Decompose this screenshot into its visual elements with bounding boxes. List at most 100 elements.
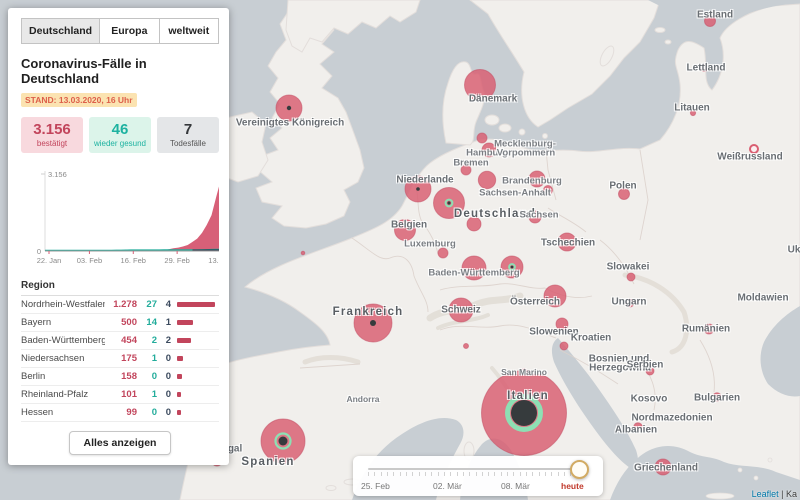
region-confirmed: 158 bbox=[121, 371, 137, 382]
show-all-button[interactable]: Alles anzeigen bbox=[68, 431, 172, 455]
map-islands bbox=[705, 457, 773, 500]
bubble-niedersachsen[interactable] bbox=[477, 170, 497, 190]
bubble-slowenien[interactable] bbox=[555, 317, 569, 331]
bubble-hessen[interactable] bbox=[466, 216, 482, 232]
region-row-baden-w-rttemberg: Baden-Württemberg 454 2 2 bbox=[21, 332, 219, 350]
bubble-belgien[interactable] bbox=[394, 219, 416, 241]
timeline-tick bbox=[551, 472, 553, 476]
timeline-tick bbox=[456, 472, 458, 476]
bubble-estland[interactable] bbox=[704, 15, 716, 27]
bubble-hamburg[interactable] bbox=[481, 142, 497, 158]
death-dot-schweiz bbox=[458, 307, 464, 313]
bubble-daenemark[interactable] bbox=[464, 69, 496, 101]
bubble-kanalinseln[interactable] bbox=[300, 250, 306, 256]
bubble-lettland[interactable] bbox=[700, 64, 708, 72]
timeline-tick bbox=[564, 472, 566, 476]
timeline-today-label: heute bbox=[561, 481, 584, 491]
bubble-schleswig-holstein[interactable] bbox=[476, 132, 488, 144]
timeline-label-02-m-r: 02. Mär bbox=[433, 481, 462, 491]
bubble-griechenland[interactable] bbox=[654, 458, 672, 476]
bubble-bulgarien[interactable] bbox=[712, 392, 722, 402]
bubble-san-marino[interactable] bbox=[521, 368, 527, 374]
bubble-rumaenien[interactable] bbox=[703, 323, 715, 335]
death-dot-italien bbox=[511, 400, 537, 426]
bubble-baden-wuerttemberg[interactable] bbox=[461, 255, 487, 281]
death-dot-vereinigtes-koenigreich bbox=[286, 105, 292, 111]
region-deaths: 1 bbox=[165, 317, 171, 328]
bubble-sachsen[interactable] bbox=[528, 210, 542, 224]
svg-text:29. Feb: 29. Feb bbox=[164, 256, 189, 265]
bubble-ostdeutschland-klein[interactable] bbox=[543, 185, 553, 195]
region-deaths: 4 bbox=[165, 299, 171, 310]
bubble-serbien[interactable] bbox=[645, 366, 655, 376]
svg-text:22. Jan: 22. Jan bbox=[37, 256, 62, 265]
leaflet-link[interactable]: Leaflet bbox=[751, 489, 779, 499]
region-bar bbox=[177, 338, 219, 343]
timeline-handle[interactable] bbox=[570, 460, 589, 479]
stat-value: 3.156 bbox=[33, 121, 71, 138]
timeline-tick bbox=[418, 472, 420, 476]
region-recovered: 27 bbox=[146, 299, 157, 310]
death-dot-spanien bbox=[278, 436, 288, 446]
tab-weltweit[interactable]: weltweit bbox=[158, 18, 219, 44]
tab-europa[interactable]: Europa bbox=[99, 18, 160, 44]
timeline-tick bbox=[513, 472, 515, 476]
stat-label: bestätigt bbox=[36, 139, 68, 148]
timeline-tick bbox=[475, 472, 477, 476]
bubble-ungarn[interactable] bbox=[625, 298, 635, 308]
svg-text:03. Feb: 03. Feb bbox=[77, 256, 102, 265]
region-row-niedersachsen: Niedersachsen 175 1 0 bbox=[21, 350, 219, 368]
stat-value: 7 bbox=[183, 121, 193, 138]
stat-label: wieder gesund bbox=[93, 139, 147, 148]
timeline-tick bbox=[526, 472, 528, 476]
bubble-monaco[interactable] bbox=[463, 343, 469, 349]
recovered-ring-bayern bbox=[508, 263, 516, 271]
timeline-tick bbox=[412, 472, 414, 476]
scope-tabs: Deutschland Europa weltweit bbox=[21, 18, 219, 44]
bubble-oesterreich[interactable] bbox=[543, 284, 567, 308]
timeline-tick bbox=[393, 472, 395, 476]
region-deaths: 0 bbox=[165, 407, 171, 418]
bubble-litauen[interactable] bbox=[689, 109, 697, 117]
case-bubbles-layer bbox=[211, 15, 759, 476]
recovered-ring-italien bbox=[505, 394, 543, 432]
region-confirmed: 454 bbox=[121, 335, 137, 346]
region-name: Baden-Württemberg bbox=[21, 335, 105, 346]
region-name: Niedersachsen bbox=[21, 353, 85, 364]
bubble-bremen[interactable] bbox=[460, 164, 472, 176]
region-confirmed: 175 bbox=[121, 353, 137, 364]
bubble-polen[interactable] bbox=[618, 188, 630, 200]
timeline-tick bbox=[450, 472, 452, 476]
region-recovered: 0 bbox=[151, 407, 157, 418]
bubble-weissrussland[interactable] bbox=[749, 144, 759, 154]
bubble-slowakei[interactable] bbox=[626, 272, 636, 282]
timeline-tick bbox=[386, 472, 388, 476]
attribution-rest: | Ka bbox=[778, 489, 797, 499]
region-bar bbox=[177, 302, 219, 307]
region-deaths: 2 bbox=[165, 335, 171, 346]
timeline-tick bbox=[443, 472, 445, 476]
svg-text:13. Mär: 13. Mär bbox=[208, 256, 219, 265]
bubble-luxemburg[interactable] bbox=[437, 247, 449, 259]
bubble-tschechien[interactable] bbox=[557, 232, 577, 252]
page-title: Coronavirus-Fälle in Deutschland bbox=[21, 56, 147, 86]
region-row-berlin: Berlin 158 0 0 bbox=[21, 368, 219, 386]
svg-text:0: 0 bbox=[37, 247, 41, 256]
map-land bbox=[179, 0, 800, 500]
timeline-tick bbox=[368, 472, 369, 476]
region-recovered: 2 bbox=[151, 335, 157, 346]
tab-deutschland[interactable]: Deutschland bbox=[21, 18, 101, 44]
timeline-tick bbox=[538, 472, 540, 476]
timeline-control: 25. Feb 02. Mär 08. Mär heute bbox=[353, 456, 603, 496]
timeline-tick bbox=[469, 472, 471, 476]
timeline-tick bbox=[532, 472, 534, 476]
bubble-kroatien[interactable] bbox=[559, 341, 569, 351]
region-row-rheinland-pfalz: Rheinland-Pfalz 101 1 0 bbox=[21, 386, 219, 404]
info-panel: Deutschland Europa weltweit Coronavirus-Fä… bbox=[8, 8, 234, 465]
stat-card-wieder-gesund: 46 wieder gesund bbox=[89, 117, 151, 153]
bubble-berlin-brandenburg[interactable] bbox=[528, 170, 546, 188]
bubble-albanien[interactable] bbox=[633, 422, 643, 432]
region-recovered: 1 bbox=[151, 389, 157, 400]
timeline-label-25-feb: 25. Feb bbox=[361, 481, 390, 491]
timeline-track[interactable] bbox=[368, 468, 583, 470]
